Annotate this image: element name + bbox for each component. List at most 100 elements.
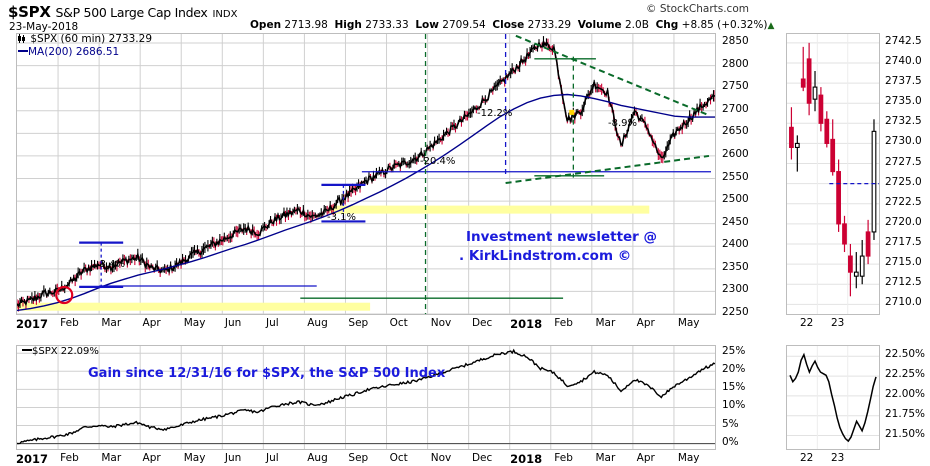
gain-time-tick: Oct <box>389 452 408 464</box>
drawdown-label: -8.9% <box>608 118 638 129</box>
detail-gain-plot <box>787 346 879 449</box>
detail-gain-panel <box>786 345 880 450</box>
gain-time-tick: May <box>677 452 700 464</box>
price-tick: 2350 <box>722 260 749 273</box>
time-tick: Mar <box>595 317 616 329</box>
candlestick-icon <box>18 34 27 43</box>
detail-price-tick: 2735.0 <box>885 95 922 108</box>
gain-time-tick: Mar <box>595 452 616 464</box>
detail-price-tick: 2722.5 <box>885 195 922 208</box>
legend-ma-label: MA(200) 2686.51 <box>28 45 120 58</box>
gain-time-tick: May <box>183 452 206 464</box>
gain-time-tick: Mar <box>101 452 122 464</box>
close-value: 2733.29 <box>527 19 572 31</box>
detail-price-tick: 2712.5 <box>885 276 922 289</box>
detail-gain-day-tick: 22 <box>800 452 814 464</box>
gain-time-tick: Jun <box>224 452 242 464</box>
price-tick: 2850 <box>722 35 749 48</box>
detail-price-tick: 2725.0 <box>885 175 922 188</box>
detail-day-tick: 23 <box>831 317 845 329</box>
price-tick: 2700 <box>722 102 749 115</box>
time-tick: 2017 <box>16 317 49 331</box>
watermark-line-1: Investment newsletter @ <box>466 229 658 245</box>
time-tick: Dec <box>471 317 493 329</box>
low-label: Low <box>415 19 439 31</box>
time-tick: Jun <box>224 317 242 329</box>
price-tick: 2750 <box>722 80 749 93</box>
gain-legend: $SPX 22.09% <box>22 346 99 357</box>
time-tick: Apr <box>142 317 161 329</box>
detail-price-tick: 2720.0 <box>885 215 922 228</box>
time-tick: Nov <box>430 317 452 329</box>
line-swatch-icon <box>18 49 28 52</box>
gain-time-tick: Feb <box>60 452 79 464</box>
ohlc-summary: Open 2713.98 High 2733.33 Low 2709.54 Cl… <box>250 19 774 31</box>
gain-time-tick: Apr <box>636 452 655 464</box>
gain-title: Gain since 12/31/16 for $SPX, the S&P 50… <box>88 366 446 381</box>
main-price-panel <box>16 33 716 315</box>
gain-time-tick: Sep <box>348 452 369 464</box>
gain-line-swatch-icon <box>22 349 32 351</box>
volume-value: 2.0B <box>625 19 649 31</box>
time-tick: Apr <box>636 317 655 329</box>
detail-price-tick: 2732.5 <box>885 115 922 128</box>
gain-time-tick: Dec <box>471 452 493 464</box>
detail-price-tick: 2710.0 <box>885 296 922 309</box>
time-tick: Jul <box>266 317 279 329</box>
detail-gain-tick: 21.75% <box>885 407 926 420</box>
index-name-label: S&P 500 Large Cap Index <box>55 5 208 20</box>
price-tick: 2600 <box>722 147 749 160</box>
symbol-label: $SPX <box>8 3 51 21</box>
price-tick: 2250 <box>722 306 749 318</box>
gain-time-tick: Apr <box>142 452 161 464</box>
time-tick: 2018 <box>510 317 543 331</box>
high-label: High <box>334 19 362 31</box>
legend-price-row: $SPX (60 min) 2733.29 <box>18 33 152 46</box>
detail-price-tick: 2742.5 <box>885 34 922 47</box>
gain-plot <box>17 346 715 449</box>
time-tick: Feb <box>60 317 79 329</box>
legend-ma-row: MA(200) 2686.51 <box>18 46 152 59</box>
price-tick: 2300 <box>722 283 749 296</box>
detail-price-tick: 2727.5 <box>885 155 922 168</box>
drawdown-label: -3.4% <box>96 259 126 270</box>
low-value: 2709.54 <box>442 19 486 31</box>
quote-date: 23-May-2018 <box>9 21 79 33</box>
gain-tick: 10% <box>722 399 746 412</box>
gain-time-tick: Aug <box>307 452 328 464</box>
gain-panel <box>16 345 716 450</box>
detail-price-plot <box>787 34 879 314</box>
detail-gain-tick: 22.00% <box>885 387 926 400</box>
time-tick: May <box>183 317 206 329</box>
drawdown-label: -3.1% <box>327 212 357 223</box>
time-tick: May <box>677 317 700 329</box>
detail-day-tick: 22 <box>800 317 814 329</box>
page-title: $SPX S&P 500 Large Cap Index INDX <box>8 3 237 21</box>
time-tick: Sep <box>348 317 369 329</box>
price-tick: 2400 <box>722 238 749 251</box>
main-price-plot <box>17 34 715 314</box>
detail-price-tick: 2715.0 <box>885 256 922 269</box>
up-arrow-icon: ▲ <box>767 21 775 31</box>
detail-gain-tick: 22.25% <box>885 368 926 381</box>
detail-price-tick: 2737.5 <box>885 75 922 88</box>
series-legend: $SPX (60 min) 2733.29 MA(200) 2686.51 <box>18 33 152 58</box>
time-tick: Oct <box>389 317 408 329</box>
detail-price-panel <box>786 33 880 315</box>
stockcharts-credit: © StockCharts.com <box>646 3 749 15</box>
gain-tick: 0% <box>722 435 739 448</box>
change-value: +8.85 (+0.32%) <box>681 19 768 31</box>
volume-label: Volume <box>577 19 622 31</box>
change-label: Chg <box>655 19 679 31</box>
legend-price-label: $SPX (60 min) 2733.29 <box>30 33 153 45</box>
gain-legend-label: $SPX 22.09% <box>32 346 99 357</box>
open-label: Open <box>250 19 282 31</box>
gain-tick: 25% <box>722 345 746 358</box>
price-tick: 2800 <box>722 57 749 70</box>
drawdown-label: -20.4% <box>420 156 456 167</box>
price-tick: 2450 <box>722 215 749 228</box>
price-tick: 2550 <box>722 170 749 183</box>
detail-gain-tick: 22.50% <box>885 348 926 361</box>
gain-time-tick: 2017 <box>16 452 49 466</box>
